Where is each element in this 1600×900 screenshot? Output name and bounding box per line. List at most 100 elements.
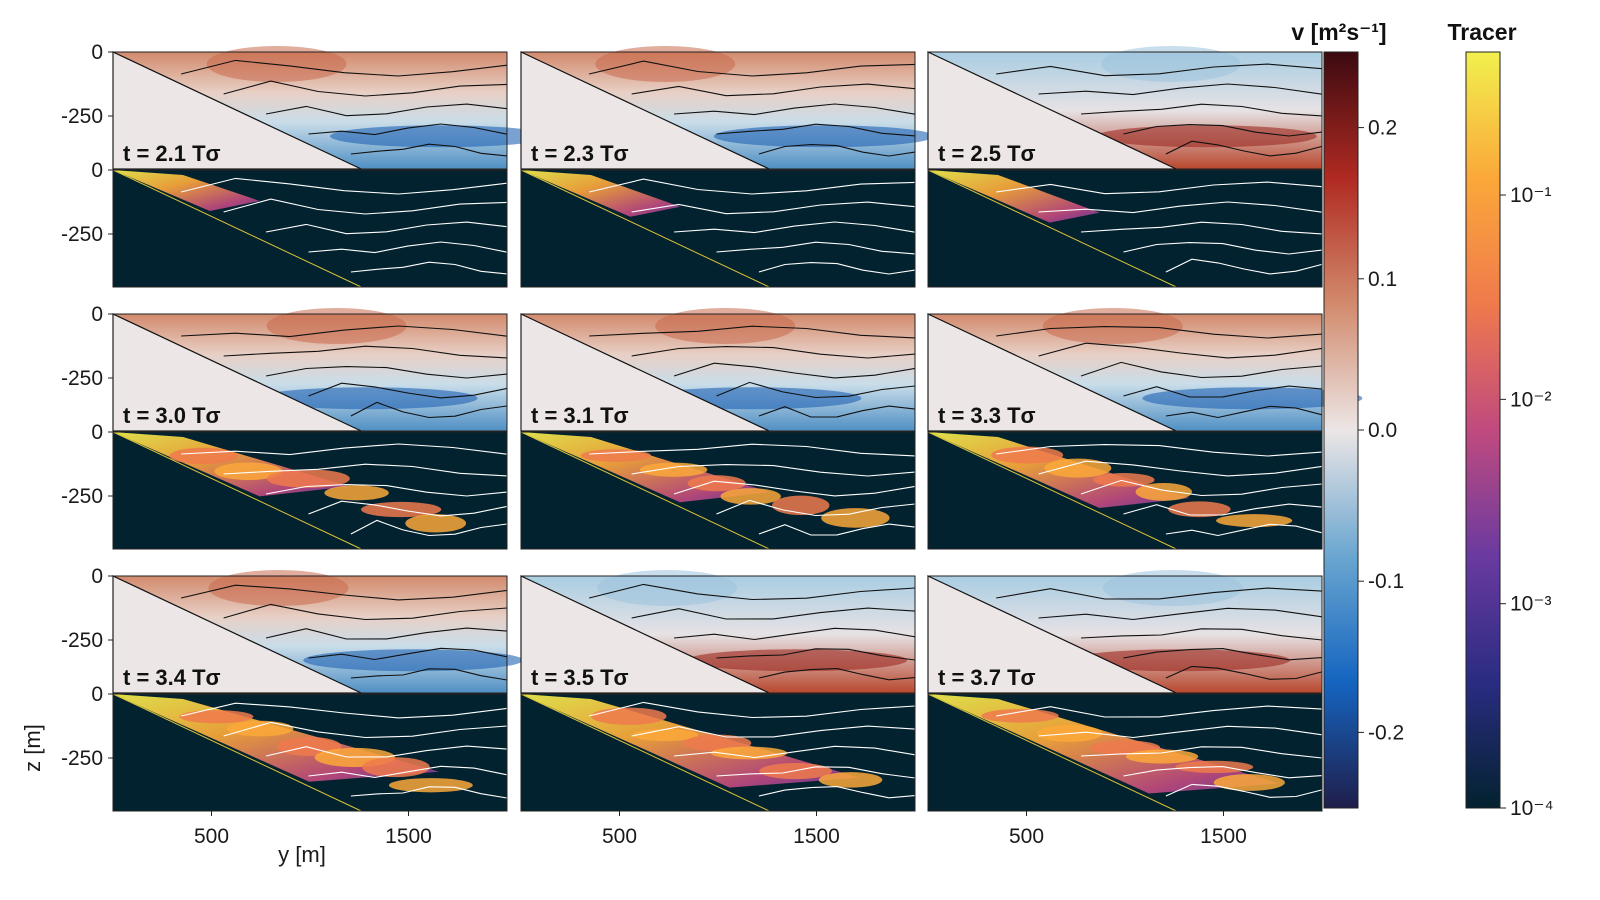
tracer-filament (362, 757, 430, 778)
velocity-colorbar-tick-label: 0.2 (1368, 117, 1397, 140)
tracer-panel-frame (112, 431, 508, 550)
isopycnal-contour (996, 444, 1323, 457)
tracer-filament (214, 462, 283, 481)
x-tick-label: 1500 (1200, 825, 1247, 848)
velocity-colorbar-title: v [m²s⁻¹] (1291, 19, 1386, 45)
tracer-colorbar-tick-label: 10⁻³ (1510, 593, 1551, 616)
velocity-panel: t = 3.1 Tσ (520, 308, 916, 432)
tracer-panel-frame (112, 169, 508, 288)
panel-2: t = 2.3 Tσ (520, 46, 934, 288)
isopycnal-contour (265, 221, 508, 235)
panel-time-label: t = 3.3 Tσ (938, 403, 1036, 428)
isopycnal-contour (673, 480, 916, 497)
isopycnal-contour (673, 745, 916, 759)
isopycnal-contour (181, 443, 508, 456)
isopycnal-contour (673, 362, 916, 379)
isopycnal-contour (1123, 242, 1323, 255)
isopycnal-contour (1038, 201, 1323, 214)
isopycnal-contour (716, 499, 916, 517)
velocity-feature (1102, 570, 1243, 606)
panel-time-label: t = 3.7 Tσ (938, 665, 1036, 690)
panel-7: t = 3.4 Tσ 0 -250 0 -250 500 1500 (61, 565, 524, 848)
tracer-filament (580, 449, 651, 462)
panel-5: t = 3.1 Tσ (520, 308, 916, 550)
tracer-filament (772, 495, 830, 516)
velocity-jet (713, 125, 934, 148)
x-tick-label: 500 (194, 825, 229, 848)
velocity-panel: t = 3.3 Tσ (927, 308, 1363, 432)
velocity-colorbar-ticks: 0.2 0.1 0.0 -0.1 -0.2 (1358, 117, 1404, 744)
velocity-panel: t = 2.1 Tσ (112, 46, 551, 170)
panel-time-label: t = 3.1 Tσ (531, 403, 629, 428)
tracer-panel-frame (927, 693, 1323, 812)
tracer-colorbar-ticks: 10⁻¹ 10⁻² 10⁻³ 10⁻⁴ (1500, 184, 1553, 820)
isopycnal-contour (996, 181, 1323, 195)
tracer-filament (266, 469, 350, 488)
panel-time-label: t = 3.0 Tσ (123, 403, 221, 428)
isopycnal-contour (589, 701, 916, 719)
isopycnal-contour (308, 647, 508, 661)
tracer-panel-frame (927, 169, 1323, 288)
y-tick-label: 0 (91, 421, 103, 444)
y-tick-label: -250 (61, 485, 103, 508)
y-axis-label: z [m] (20, 724, 45, 772)
velocity-panel-frame (520, 575, 916, 694)
tracer-filament (821, 508, 890, 528)
panel-time-label: t = 2.1 Tσ (123, 141, 221, 166)
panel-time-label: t = 2.3 Tσ (531, 141, 629, 166)
tracer-filament (405, 514, 467, 533)
velocity-jet (1096, 125, 1317, 148)
isopycnal-contour (589, 443, 916, 457)
tracer-filament (981, 709, 1059, 723)
tracer-filament (632, 728, 699, 742)
velocity-jet (257, 387, 478, 410)
tracer-panel (520, 169, 916, 288)
y-tick-label: -250 (61, 105, 103, 128)
tracer-filament (720, 488, 781, 505)
tracer-panel (520, 693, 916, 812)
tracer-panel (927, 169, 1323, 288)
tracer-panel (927, 431, 1323, 550)
tracer-filament (1125, 749, 1199, 764)
isopycnal-contour (758, 405, 916, 418)
y-tick-label: 0 (91, 159, 103, 182)
y-tick-label: -250 (61, 629, 103, 652)
velocity-panel: t = 3.0 Tσ (112, 308, 508, 432)
y-tick-label: 0 (91, 41, 103, 64)
isopycnal-contour (1123, 503, 1323, 516)
tracer-panel-frame (520, 693, 916, 812)
tracer-panel (112, 431, 508, 550)
isopycnal-contour (265, 366, 508, 379)
tracer-filament (710, 746, 788, 760)
tracer-plume (521, 170, 681, 217)
isopycnal-contour (181, 702, 508, 719)
isopycnal-contour (308, 382, 508, 399)
isopycnal-contour (223, 198, 508, 215)
panel-time-label: t = 2.5 Tσ (938, 141, 1036, 166)
tracer-colorbar-title: Tracer (1447, 19, 1516, 45)
tracer-filament (324, 485, 389, 501)
velocity-feature (1100, 46, 1241, 82)
isopycnal-contour (631, 607, 916, 620)
isopycnal-contour (1038, 460, 1323, 477)
tracer-filament (1044, 458, 1112, 478)
x-tick-label: 1500 (385, 825, 432, 848)
velocity-panel-frame (520, 313, 916, 432)
isopycnal-contour (631, 464, 916, 477)
isopycnal-contour (758, 523, 916, 536)
isopycnal-contour (758, 668, 916, 681)
y-tick-label: -250 (61, 223, 103, 246)
isopycnal-contour (223, 721, 508, 739)
velocity-colorbar: v [m²s⁻¹] 0.2 0.1 0.0 -0.1 -0.2 (1291, 19, 1404, 809)
velocity-colorbar-tick-label: 0.1 (1368, 268, 1397, 291)
isopycnal-contour (716, 241, 916, 255)
velocity-panel-frame (112, 313, 508, 432)
isopycnal-contour (674, 221, 916, 234)
panel-8: t = 3.5 Tσ 500 1500 (520, 570, 916, 848)
y-tick-label: -250 (61, 367, 103, 390)
tracer-panel (112, 693, 508, 812)
velocity-panel-frame (927, 575, 1323, 694)
y-tick-label: -250 (61, 747, 103, 770)
y-tick-label: 0 (91, 565, 103, 588)
